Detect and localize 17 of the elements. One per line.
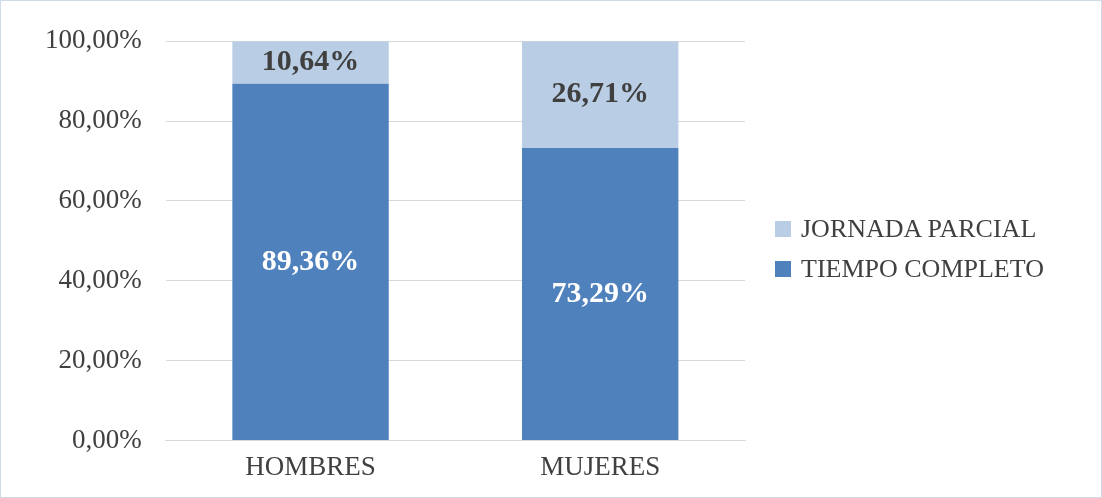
bar: [521, 41, 679, 148]
y-tick-label: 0,00%: [71, 423, 142, 454]
data-label: 26,71%: [551, 75, 649, 109]
data-label: 73,29%: [551, 274, 649, 308]
bar: [232, 83, 389, 441]
y-tick-label: 60,00%: [58, 184, 142, 215]
x-tick-label: HOMBRES: [245, 450, 376, 481]
y-tick-label: 100,00%: [44, 24, 142, 55]
legend-label: JORNADA PARCIAL: [801, 214, 1037, 244]
data-label: 10,64%: [261, 43, 360, 77]
x-tick-label: MUJERES: [540, 450, 661, 481]
bar: [521, 147, 679, 441]
y-tick-label: 40,00%: [58, 263, 142, 294]
y-tick-label: 80,00%: [58, 104, 142, 135]
y-tick-label: 20,00%: [58, 343, 142, 374]
data-label: 89,36%: [261, 242, 360, 276]
legend-label: TIEMPO COMPLETO: [801, 254, 1044, 284]
